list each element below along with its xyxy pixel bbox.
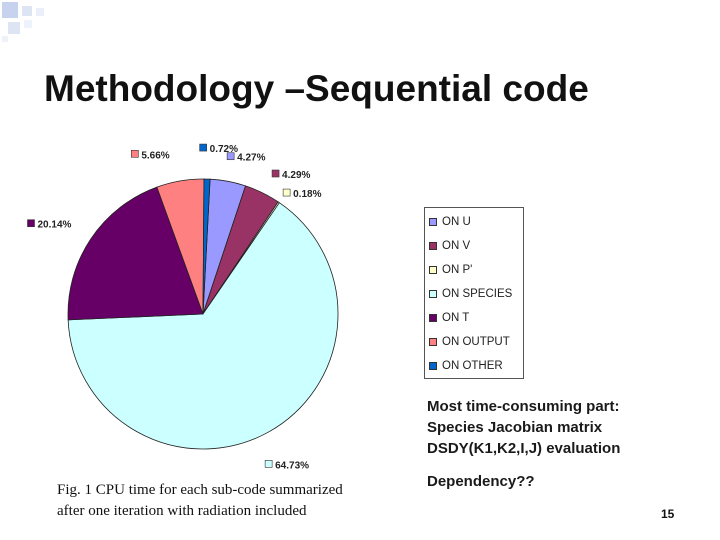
legend-swatch [429,218,437,226]
pie-value-label: 4.29% [282,170,310,181]
pie-chart: 4.27% 4.29% 0.18% 64.73% 20.14% 5.66% 0.72% [27,143,339,470]
chart-legend: ON U ON V ON P' ON SPECIES ON T ON OUTPUT ON O… [424,207,524,379]
legend-swatch [429,242,437,250]
pie-label-swatch [271,169,280,178]
pie-label-swatch [226,152,235,161]
pie-value-label: 20.14% [37,220,71,231]
legend-swatch [429,266,437,274]
pie-value-label: 64.73% [275,460,309,470]
pie-label-swatch [27,219,35,228]
legend-item-on-output: ON OUTPUT [429,334,510,350]
pie-label-swatch [199,143,207,152]
legend-swatch [429,314,437,322]
caption-line-2: after one iteration with radiation inclu… [57,503,307,519]
pie-label-swatch [131,149,139,158]
page-number: 15 [661,507,675,521]
pie-slice-on-other [202,178,211,315]
pie-value-label: 4.27% [237,153,265,164]
slide-title: Methodology –Sequential code [44,68,589,109]
legend-label: ON T [442,312,470,324]
pie-label-swatch [264,460,273,468]
legend-item-on-v: ON V [429,238,470,254]
legend-item-on-other: ON OTHER [429,358,503,374]
legend-item-on-species: ON SPECIES [429,286,512,302]
legend-item-on-p: ON P' [429,262,472,278]
pie-value-label: 5.66% [141,150,169,161]
legend-label: ON SPECIES [442,288,513,300]
legend-item-on-t: ON T [429,310,469,326]
pie-label-1: 4.27% [226,152,266,164]
legend-label: ON OUTPUT [442,336,510,348]
legend-label: ON V [442,240,471,252]
note-line-2: Species Jacobian matrix [427,419,603,436]
legend-label: ON OTHER [442,360,503,372]
note-line-1: Most time-consuming part: [427,398,620,415]
legend-item-on-u: ON U [429,214,471,230]
legend-label: ON U [442,216,471,228]
pie-label-3: 0.18% [282,188,322,200]
dependency-text: Dependency?? [427,473,535,490]
pie-label-7: 0.72% [199,143,238,155]
pie-label-2: 4.29% [271,169,311,181]
pie-label-5: 20.14% [27,219,72,231]
pie-label-4: 64.73% [264,460,309,470]
legend-swatch [429,362,437,370]
pie-label-swatch [282,188,291,197]
pie-value-label: 0.18% [293,189,321,200]
pie-slice-on-species [67,202,339,450]
callout-note: Most time-consuming part: Species Jacobi… [427,396,620,459]
note-line-3: DSDY(K1,K2,I,J) evaluation [427,440,621,457]
pie-slice-on-t [67,186,204,321]
caption-line-1: Fig. 1 CPU time for each sub-code summar… [57,482,343,498]
corner-decoration [2,2,44,42]
legend-swatch [429,338,437,346]
legend-swatch [429,290,437,298]
legend-label: ON P' [442,264,473,276]
pie-label-6: 5.66% [131,149,170,161]
figure-caption: Fig. 1 CPU time for each sub-code summar… [57,480,343,522]
pie-value-label: 0.72% [210,144,238,155]
